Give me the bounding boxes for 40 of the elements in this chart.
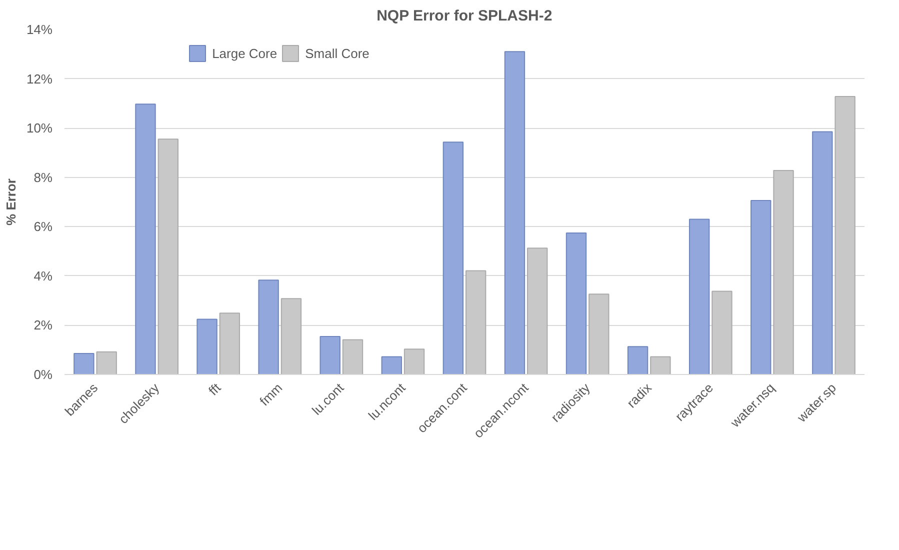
y-tick-label: 14% bbox=[26, 22, 53, 37]
bar bbox=[588, 294, 610, 374]
y-tick-label: 8% bbox=[34, 170, 53, 185]
bar bbox=[527, 248, 548, 374]
bar bbox=[342, 339, 364, 374]
y-tick-label: 0% bbox=[34, 367, 53, 382]
bar bbox=[74, 353, 94, 374]
y-tick-label: 4% bbox=[34, 268, 53, 284]
bar bbox=[320, 336, 340, 374]
bar bbox=[566, 232, 587, 374]
bar bbox=[158, 138, 178, 374]
y-tick-label: 6% bbox=[34, 219, 53, 234]
bar bbox=[504, 51, 526, 374]
y-tick-label: 10% bbox=[26, 120, 53, 136]
bar bbox=[258, 280, 279, 374]
y-tick-label: 2% bbox=[34, 318, 53, 333]
bar bbox=[196, 318, 218, 374]
bar bbox=[280, 298, 302, 374]
x-tick-label: fmm bbox=[256, 380, 286, 409]
chart-title: NQP Error for SPLASH-2 bbox=[376, 8, 552, 24]
y-axis-title: % Error bbox=[3, 178, 18, 226]
bar bbox=[773, 170, 794, 374]
bar bbox=[812, 131, 833, 374]
bar bbox=[219, 312, 240, 374]
bar bbox=[834, 96, 856, 374]
bar bbox=[96, 351, 117, 374]
bar bbox=[688, 218, 710, 374]
bar bbox=[404, 348, 425, 374]
bar bbox=[381, 356, 402, 374]
bar bbox=[135, 104, 156, 374]
bar bbox=[650, 356, 671, 374]
bar bbox=[750, 200, 772, 374]
bar bbox=[465, 270, 486, 374]
bar bbox=[442, 142, 464, 374]
y-tick-label: 12% bbox=[26, 71, 53, 86]
legend-label: Large Core bbox=[212, 46, 278, 60]
bar bbox=[712, 290, 732, 374]
bar bbox=[627, 346, 648, 374]
x-tick-label: fft bbox=[206, 380, 224, 398]
legend-label: Small Core bbox=[305, 46, 370, 60]
